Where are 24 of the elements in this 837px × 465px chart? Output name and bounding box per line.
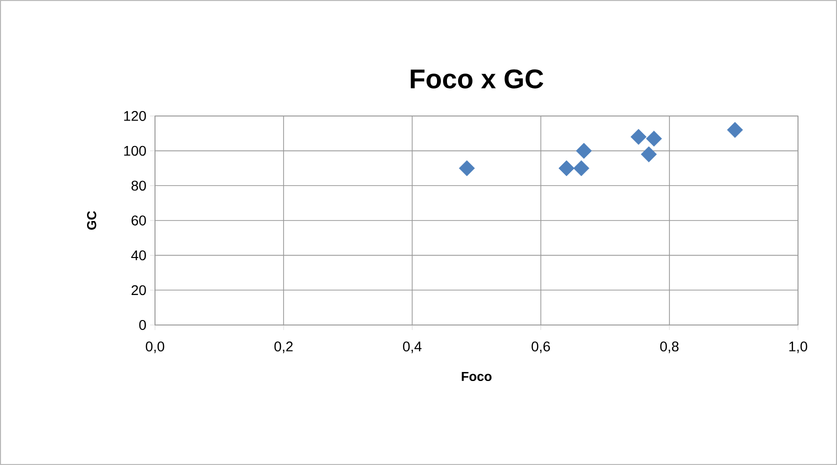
y-tick-label: 80 [132,180,146,191]
point [558,160,575,176]
x-tick-label: 0,2 [274,342,293,354]
y-tick-label: 20 [132,285,146,296]
y-axis-title: GC [87,211,96,230]
x-axis-title: Foco [462,372,492,382]
x-tick-label: 0,0 [146,342,164,354]
point [640,146,657,162]
point [646,130,662,147]
y-tick-label: 60 [132,216,146,226]
point [458,160,475,176]
point [573,160,590,176]
point [727,122,743,138]
y-tick-label: 100 [124,146,146,156]
x-tick-label: 0,6 [532,342,550,354]
x-tick-label: 0,8 [660,342,679,354]
y-tick-label: 40 [131,250,146,260]
point [576,142,592,159]
x-tick-label: 0,4 [403,342,422,354]
y-tick-label: 120 [124,111,146,121]
point [630,128,647,145]
y-tick-label: 0 [139,320,146,330]
x-tick-label: 1,0 [789,342,808,354]
chart-title: Foco x GC [410,69,544,88]
